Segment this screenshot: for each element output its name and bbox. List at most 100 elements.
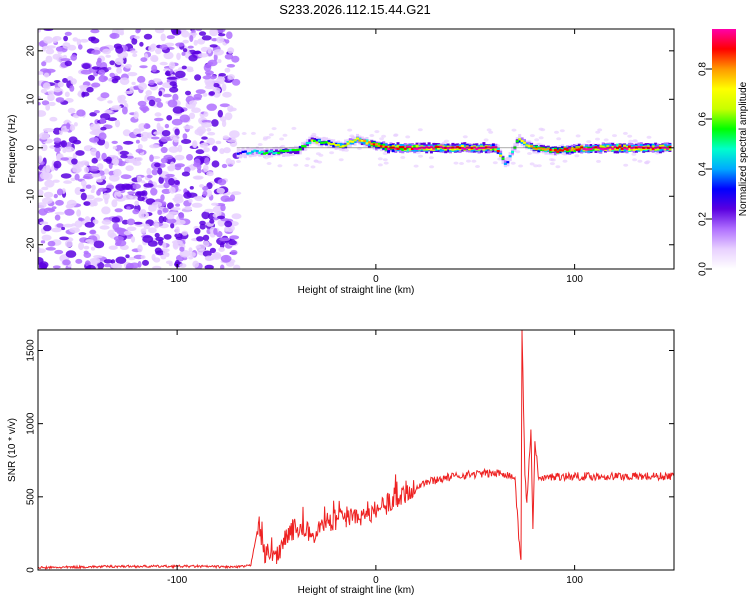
colorbar-tick-label: 0.0 (698, 262, 709, 276)
heatmap-noise-blob (219, 237, 231, 242)
heatmap-signal-cell (327, 140, 331, 145)
heatmap-noise-blob (179, 263, 187, 268)
heatmap-faint-blob (529, 162, 535, 166)
heatmap-signal-cell (341, 145, 345, 148)
heatmap-noise-blob (83, 201, 91, 206)
heatmap-noise-blob (107, 100, 113, 104)
heatmap-noise-blob (231, 55, 240, 63)
heatmap-noise-blob (62, 78, 68, 83)
heatmap-signal-cell (549, 148, 553, 151)
heatmap-noise-blob (111, 199, 118, 208)
heatmap-signal-cell (253, 149, 257, 154)
heatmap-noise-blob (144, 94, 150, 103)
heatmap-signal-cell (303, 145, 307, 148)
heatmap-signal-cell (313, 139, 317, 143)
heatmap-noise-blob (86, 86, 94, 93)
heatmap-signal-cell (298, 148, 302, 151)
heatmap-noise-blob (131, 37, 138, 45)
y-tick-label: -10 (26, 189, 37, 204)
heatmap-noise-blob (174, 180, 180, 185)
heatmap-noise-blob (223, 226, 229, 232)
heatmap-noise-blob (205, 81, 214, 87)
heatmap-signal-cell (585, 148, 588, 151)
heatmap-faint-blob (646, 135, 652, 139)
heatmap-noise-blob (61, 226, 66, 231)
heatmap-noise-blob (182, 133, 188, 140)
heatmap-noise-blob (167, 99, 178, 108)
heatmap-noise-blob (111, 216, 121, 223)
heatmap-signal-cell (356, 137, 359, 140)
heatmap-noise-blob (90, 36, 96, 40)
heatmap-noise-blob (211, 202, 219, 206)
heatmap-noise-blob (162, 207, 169, 213)
heatmap-signal-cell (570, 147, 574, 151)
heatmap-signal-cell (413, 147, 417, 150)
heatmap-noise-blob (48, 101, 56, 107)
x-tick-label: -100 (167, 575, 187, 586)
heatmap-noise-blob (52, 179, 60, 183)
heatmap-noise-blob (124, 183, 133, 190)
heatmap-faint-blob (574, 154, 580, 158)
heatmap-signal-cell (575, 146, 579, 151)
heatmap-noise-blob (119, 150, 129, 156)
heatmap-noise-blob (71, 158, 78, 165)
heatmap-signal-cell (301, 146, 305, 151)
heatmap-signal-cell (267, 150, 271, 153)
heatmap-signal-cell (575, 148, 579, 151)
heatmap-signal-cell (322, 141, 326, 144)
heatmap-signal-cell (520, 139, 524, 143)
heatmap-noise-blob (90, 29, 100, 34)
heatmap-signal-cell (460, 147, 464, 150)
heatmap-noise-blob (104, 141, 110, 150)
heatmap-noise-blob (165, 218, 177, 224)
heatmap-signal-cell (310, 139, 314, 142)
heatmap-signal-cell (503, 162, 507, 165)
heatmap-noise-blob (109, 60, 115, 66)
heatmap-noise-blob (72, 167, 79, 173)
heatmap-noise-blob (179, 246, 185, 252)
heatmap-signal-cell (243, 150, 247, 153)
y-tick-label: 20 (26, 45, 37, 57)
heatmap-faint-blob (471, 159, 477, 163)
heatmap-noise-blob (146, 167, 152, 176)
heatmap-noise-blob (74, 220, 83, 228)
heatmap-signal-cell (296, 149, 300, 154)
heatmap-faint-blob (623, 163, 629, 167)
heatmap-noise-blob (173, 138, 179, 143)
heatmap-noise-blob (196, 236, 204, 242)
heatmap-noise-blob (111, 140, 118, 144)
heatmap-noise-blob (54, 249, 64, 255)
heatmap-noise-blob (218, 73, 226, 77)
heatmap-noise-blob (125, 155, 134, 159)
heatmap-faint-blob (518, 164, 524, 168)
heatmap-noise-blob (209, 219, 215, 224)
heatmap-signal-cell (308, 141, 312, 144)
heatmap-noise-blob (224, 112, 233, 121)
heatmap-noise-blob (98, 69, 106, 76)
heatmap-noise-blob (43, 224, 52, 232)
heatmap-noise-blob (175, 226, 180, 235)
heatmap-noise-blob (199, 223, 206, 230)
heatmap-noise-blob (229, 130, 240, 139)
heatmap-noise-blob (84, 194, 95, 200)
heatmap-noise-blob (159, 44, 168, 50)
heatmap-noise-blob (43, 72, 50, 78)
heatmap-noise-blob (223, 147, 231, 154)
heatmap-noise-blob (209, 247, 216, 254)
heatmap-noise-blob (111, 105, 122, 109)
heatmap-noise-blob (51, 227, 62, 233)
heatmap-noise-blob (189, 186, 194, 190)
heatmap-signal-cell (403, 147, 407, 150)
heatmap-noise-blob (82, 175, 91, 179)
heatmap-noise-blob (105, 54, 111, 58)
heatmap-signal-cell (532, 147, 536, 150)
heatmap-noise-blob (142, 259, 149, 266)
heatmap-noise-blob (162, 242, 167, 249)
heatmap-noise-blob (72, 139, 82, 145)
heatmap-noise-blob (53, 87, 62, 93)
y-tick-label: 10 (26, 93, 37, 105)
heatmap-noise-blob (140, 106, 150, 112)
heatmap-signal-cell (558, 149, 562, 152)
heatmap-noise-blob (180, 77, 188, 81)
heatmap-signal-cell (508, 155, 512, 158)
